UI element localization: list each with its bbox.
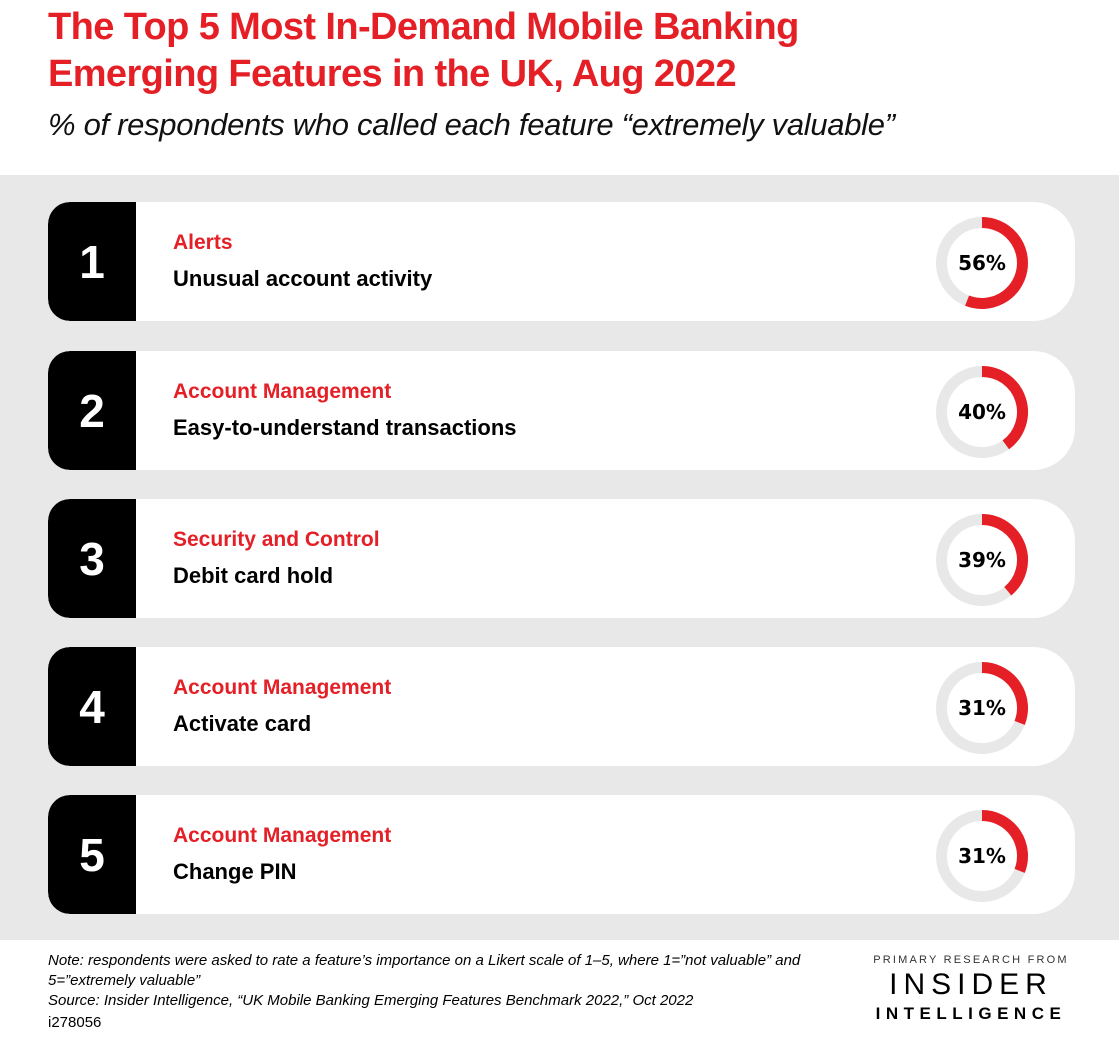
rank-badge: 5 <box>48 795 136 914</box>
brand-kicker: PRIMARY RESEARCH FROM <box>873 954 1069 966</box>
ranking-card: 1 Alerts Unusual account activity 56% <box>48 202 1075 321</box>
donut-value-label: 39% <box>958 548 1006 572</box>
donut-chart: 56% <box>934 215 1030 311</box>
donut-svg <box>936 514 1028 606</box>
chart-id: i278056 <box>48 1014 102 1031</box>
donut-chart: 31% <box>934 660 1030 756</box>
donut-value-arc <box>981 810 1028 873</box>
chart-subtitle: % of respondents who called each feature… <box>48 107 895 142</box>
donut-chart: 31% <box>934 808 1030 904</box>
rank-badge: 2 <box>48 351 136 470</box>
feature-category: Account Management <box>173 380 392 403</box>
rank-badge: 3 <box>48 499 136 618</box>
chart-title: The Top 5 Most In-Demand Mobile Banking … <box>48 4 1108 98</box>
chart-title-line2: Emerging Features in the UK, Aug 2022 <box>48 53 737 95</box>
ranking-card: 2 Account Management Easy-to-understand … <box>48 351 1075 470</box>
donut-value-label: 31% <box>958 696 1006 720</box>
donut-value-label: 56% <box>958 251 1006 275</box>
feature-category: Account Management <box>173 824 392 847</box>
chart-title-line1: The Top 5 Most In-Demand Mobile Banking <box>48 6 799 48</box>
ranking-card: 4 Account Management Activate card 31% <box>48 647 1075 766</box>
donut-svg <box>936 810 1028 902</box>
feature-name: Change PIN <box>173 859 297 884</box>
rank-badge: 1 <box>48 202 136 321</box>
donut-value-label: 40% <box>958 400 1006 424</box>
donut-svg <box>936 366 1028 458</box>
rank-badge: 4 <box>48 647 136 766</box>
chart-footer: Note: respondents were asked to rate a f… <box>48 951 828 1033</box>
feature-category: Security and Control <box>173 528 380 551</box>
brand-name-line1: INSIDER <box>889 968 1053 1001</box>
donut-value-arc <box>981 366 1028 450</box>
ranking-card: 3 Security and Control Debit card hold 3… <box>48 499 1075 618</box>
feature-name: Activate card <box>173 711 312 736</box>
feature-name: Debit card hold <box>173 563 334 588</box>
feature-category: Account Management <box>173 676 392 699</box>
donut-value-arc <box>965 217 1028 309</box>
brand-name-line2: INTELLIGENCE <box>875 1004 1067 1023</box>
donut-chart: 40% <box>934 364 1030 460</box>
ranking-card: 5 Account Management Change PIN 31% <box>48 795 1075 914</box>
feature-name: Unusual account activity <box>173 266 433 291</box>
footnote: Note: respondents were asked to rate a f… <box>48 952 801 989</box>
feature-category: Alerts <box>173 231 233 254</box>
donut-value-arc <box>981 514 1028 596</box>
donut-svg <box>936 217 1028 309</box>
donut-value-label: 31% <box>958 844 1006 868</box>
source-line: Source: Insider Intelligence, “UK Mobile… <box>48 992 694 1009</box>
brand-logo: PRIMARY RESEARCH FROM INSIDER INTELLIGEN… <box>866 953 1076 1025</box>
donut-value-arc <box>981 662 1028 725</box>
feature-name: Easy-to-understand transactions <box>173 415 517 440</box>
donut-chart: 39% <box>934 512 1030 608</box>
donut-svg <box>936 662 1028 754</box>
